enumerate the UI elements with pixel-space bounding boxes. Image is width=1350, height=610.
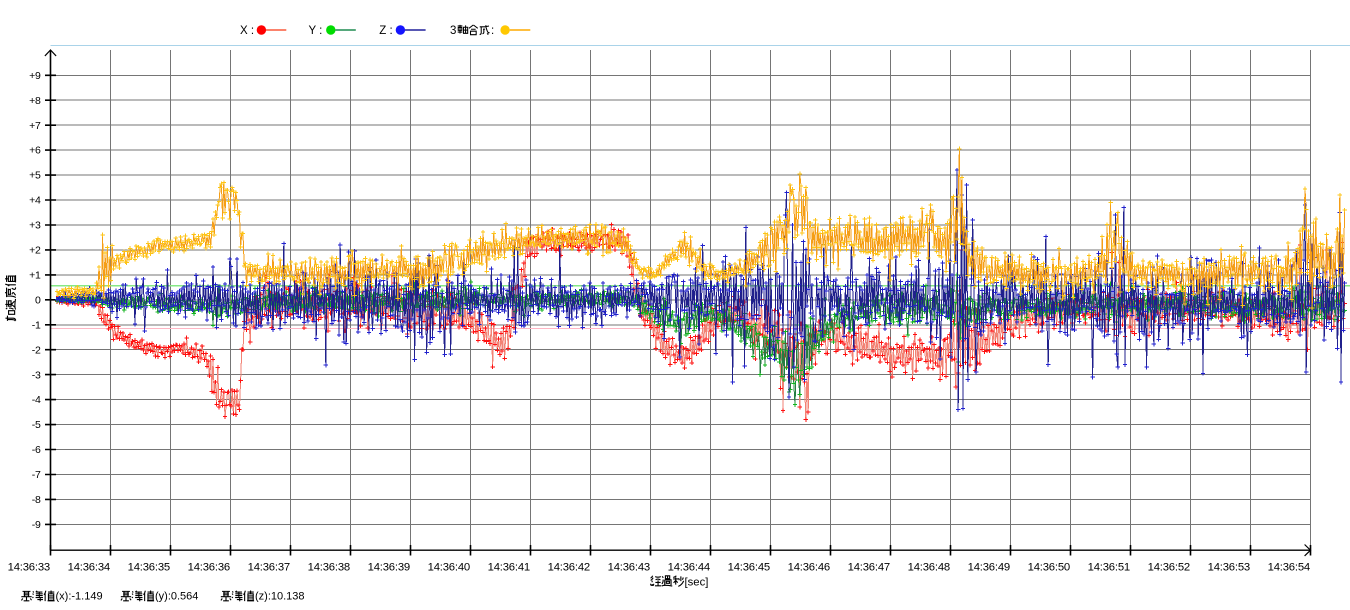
svg-text:+9: +9 bbox=[29, 70, 41, 82]
svg-text:Y :: Y : bbox=[309, 25, 323, 37]
svg-text:14:36:47: 14:36:47 bbox=[848, 562, 890, 574]
svg-text:+1: +1 bbox=[29, 269, 41, 281]
svg-text:14:36:37: 14:36:37 bbox=[248, 562, 290, 574]
svg-text:-9: -9 bbox=[32, 519, 41, 531]
svg-text:+4: +4 bbox=[29, 195, 41, 207]
svg-text:+3: +3 bbox=[29, 220, 41, 232]
svg-text:-8: -8 bbox=[32, 494, 41, 506]
svg-text:+6: +6 bbox=[29, 145, 41, 157]
svg-text:-7: -7 bbox=[32, 469, 41, 481]
svg-text:14:36:46: 14:36:46 bbox=[788, 562, 830, 574]
svg-text:+8: +8 bbox=[29, 95, 41, 107]
svg-text:[sec]: [sec] bbox=[685, 576, 709, 588]
svg-text:14:36:38: 14:36:38 bbox=[308, 562, 350, 574]
svg-text:+5: +5 bbox=[29, 170, 41, 182]
svg-text:(x):-1.149: (x):-1.149 bbox=[56, 591, 103, 603]
svg-text:14:36:33: 14:36:33 bbox=[8, 562, 50, 574]
svg-text:14:36:42: 14:36:42 bbox=[548, 562, 590, 574]
svg-text:14:36:41: 14:36:41 bbox=[488, 562, 530, 574]
svg-text::: : bbox=[491, 25, 494, 37]
svg-text:(y):0.564: (y):0.564 bbox=[155, 591, 198, 603]
svg-text:14:36:40: 14:36:40 bbox=[428, 562, 470, 574]
svg-text:-3: -3 bbox=[32, 369, 41, 381]
svg-text:+7: +7 bbox=[29, 120, 41, 132]
svg-text:14:36:43: 14:36:43 bbox=[608, 562, 650, 574]
svg-text:Z :: Z : bbox=[379, 25, 392, 37]
svg-text:-4: -4 bbox=[32, 394, 41, 406]
svg-text:14:36:34: 14:36:34 bbox=[68, 562, 110, 574]
svg-text:(z):10.138: (z):10.138 bbox=[255, 591, 305, 603]
svg-text:14:36:39: 14:36:39 bbox=[368, 562, 410, 574]
svg-text:-5: -5 bbox=[32, 419, 41, 431]
svg-text:14:36:54: 14:36:54 bbox=[1268, 562, 1310, 574]
svg-text:-2: -2 bbox=[32, 344, 41, 356]
svg-text:14:36:50: 14:36:50 bbox=[1028, 562, 1070, 574]
svg-text:+2: +2 bbox=[29, 245, 41, 257]
svg-text:X :: X : bbox=[240, 25, 254, 37]
svg-text:-1: -1 bbox=[32, 319, 41, 331]
svg-text:14:36:49: 14:36:49 bbox=[968, 562, 1010, 574]
svg-text:14:36:35: 14:36:35 bbox=[128, 562, 170, 574]
svg-text:-6: -6 bbox=[32, 444, 41, 456]
svg-text:14:36:36: 14:36:36 bbox=[188, 562, 230, 574]
svg-text:3: 3 bbox=[450, 25, 456, 37]
svg-text:14:36:51: 14:36:51 bbox=[1088, 562, 1130, 574]
svg-text:14:36:53: 14:36:53 bbox=[1208, 562, 1250, 574]
svg-text:0: 0 bbox=[35, 294, 41, 306]
svg-text:14:36:52: 14:36:52 bbox=[1148, 562, 1190, 574]
svg-text:14:36:44: 14:36:44 bbox=[668, 562, 710, 574]
svg-text:14:36:45: 14:36:45 bbox=[728, 562, 770, 574]
svg-text:14:36:48: 14:36:48 bbox=[908, 562, 950, 574]
